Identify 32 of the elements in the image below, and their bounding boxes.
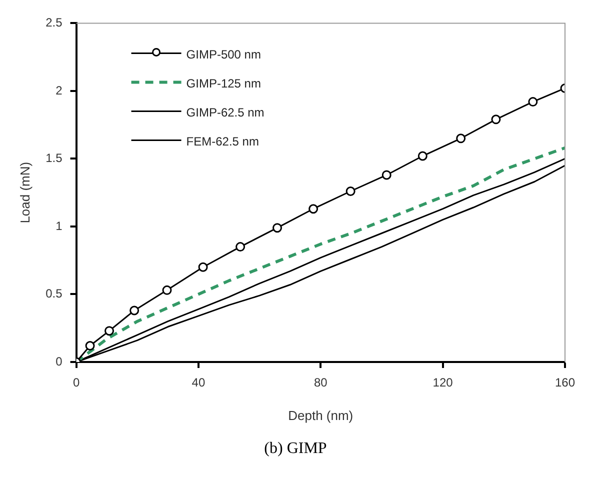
point (418, 151, 428, 161)
y-tick-label: 0.5 (46, 286, 63, 301)
y-tick-label: 2 (56, 83, 63, 98)
legend-label: GIMP-125 nm (186, 76, 261, 91)
legend-label: FEM-62.5 nm (186, 134, 259, 149)
x-tick-label: 120 (432, 376, 454, 390)
point (528, 97, 538, 107)
text: (b) GIMP (263, 440, 328, 458)
point (491, 114, 501, 124)
y-axis-title: Load (mN) (17, 162, 32, 224)
point (130, 306, 140, 316)
x-tick-label: 160 (554, 376, 576, 390)
point (382, 170, 392, 180)
point (456, 134, 466, 144)
point (85, 340, 95, 350)
y-tick-label: 1.5 (46, 151, 63, 166)
x-tick-label: 80 (314, 376, 328, 390)
point (272, 223, 282, 233)
legend-label: GIMP-62.5 nm (186, 106, 264, 120)
x-tick-label: 40 (192, 376, 206, 390)
point (198, 262, 208, 272)
point (162, 285, 172, 295)
point (308, 204, 318, 214)
x-axis-title: Depth (nm) (288, 408, 354, 423)
y-tick-label: 0 (56, 354, 63, 368)
legend-label: GIMP-500 nm (186, 48, 261, 62)
point (346, 186, 356, 196)
point (236, 242, 246, 252)
y-tick-label: 2.5 (46, 16, 63, 30)
y-tick-label: 1 (56, 218, 63, 233)
x-tick-label: 0 (72, 376, 80, 390)
point (104, 326, 114, 336)
